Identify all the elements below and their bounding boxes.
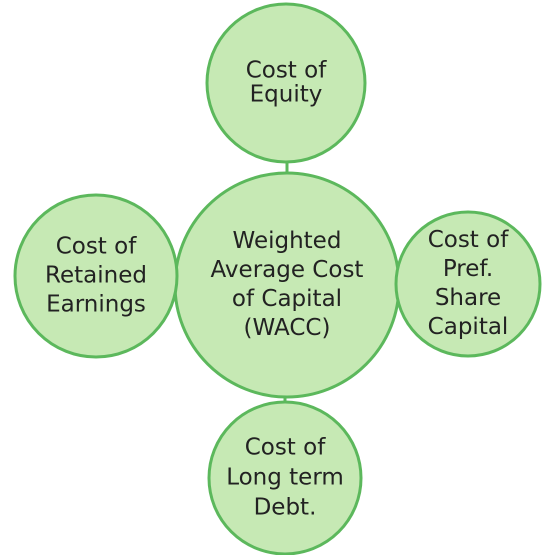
node-label: Capital — [428, 314, 509, 340]
node-label: Weighted — [233, 228, 342, 254]
node-label: Cost of — [245, 435, 327, 461]
node: Weighted Average Cost of Capital (WACC) — [173, 171, 401, 399]
node-circle — [394, 210, 542, 358]
node-label: Share — [435, 285, 501, 311]
node-label: Long term — [226, 465, 344, 491]
node-circle — [207, 400, 363, 555]
node-circle — [205, 2, 367, 164]
node: Cost of Long term Debt. — [207, 400, 363, 555]
node-label: of Capital — [232, 286, 342, 312]
node-label: Cost of — [246, 58, 328, 84]
node-label: Cost of — [56, 234, 138, 260]
node: Cost of Pref. Share Capital — [394, 210, 542, 358]
node-circle — [13, 193, 179, 359]
node-label: Average Cost — [211, 257, 364, 283]
node-label: Cost of — [428, 227, 510, 253]
node-label: Equity — [250, 82, 323, 108]
node-circle — [173, 171, 401, 399]
node-label: Pref. — [443, 256, 493, 282]
node-label: (WACC) — [244, 315, 331, 341]
node-label: Retained — [45, 263, 147, 289]
node-label: Earnings — [46, 292, 146, 318]
node-label: Debt. — [254, 495, 317, 521]
node: Cost of Retained Earnings — [13, 193, 179, 359]
